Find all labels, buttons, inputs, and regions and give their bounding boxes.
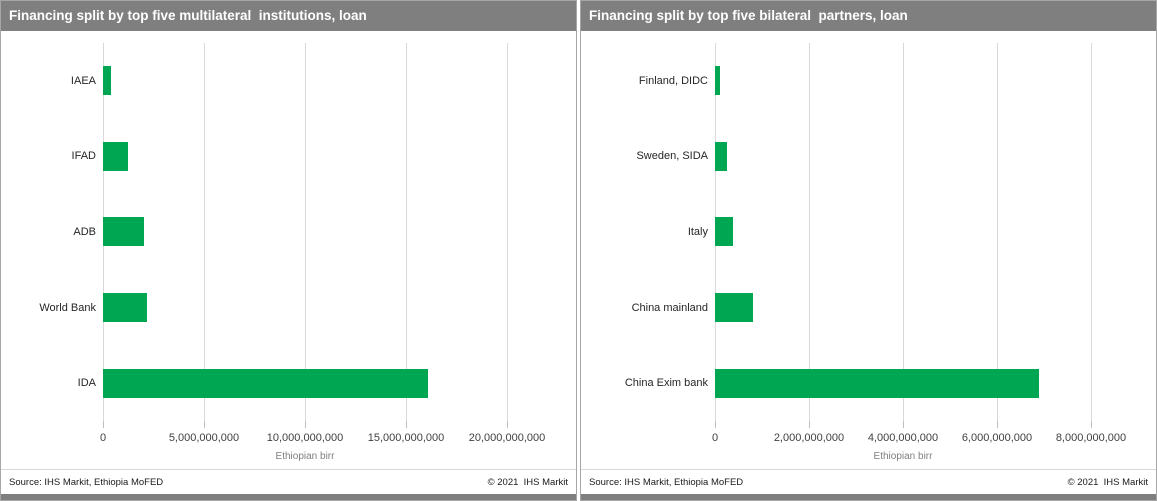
axis-tick-mark (903, 421, 904, 428)
x-axis-tick-label: 10,000,000,000 (266, 432, 344, 444)
bar-iaea (103, 66, 112, 96)
category-axis-labels: Finland, DIDC Sweden, SIDA Italy China main… (581, 43, 708, 421)
x-axis-tick-label: 2,000,000,000 (773, 432, 845, 444)
plot-area (715, 43, 1148, 421)
bar-row (715, 345, 1148, 421)
chart-title-bilateral: Financing split by top five bilateral pa… (581, 1, 1156, 31)
plot-area (103, 43, 557, 421)
axis-tick-mark (305, 421, 306, 428)
x-axis-tick-label: 8,000,000,000 (1055, 432, 1127, 444)
category-label: Sweden, SIDA (636, 150, 708, 163)
bottom-accent-bar (1, 494, 576, 500)
copyright-note: © 2021 IHS Markit (1067, 476, 1148, 488)
source-note: Source: IHS Markit, Ethiopia MoFED (9, 476, 164, 488)
axis-tick-mark (507, 421, 508, 428)
bar-ifad (103, 141, 129, 171)
source-note: Source: IHS Markit, Ethiopia MoFED (589, 476, 744, 488)
chart-footer: Source: IHS Markit, Ethiopia MoFED © 202… (581, 469, 1156, 494)
x-axis-title: Ethiopian birr (873, 451, 933, 462)
bar-finland-didc (715, 66, 721, 96)
gridline (507, 43, 508, 421)
bar-adb (103, 217, 145, 247)
chart-footer: Source: IHS Markit, Ethiopia MoFED © 202… (1, 469, 576, 494)
chart-title-multilateral: Financing split by top five multilateral… (1, 1, 576, 31)
axis-tick-mark (406, 421, 407, 428)
bar-italy (715, 217, 733, 247)
bilateral-loan-chart-panel: Financing split by top five bilateral pa… (580, 0, 1157, 501)
axis-tick-mark (809, 421, 810, 428)
bar-row (715, 43, 1148, 119)
category-label: IDA (77, 377, 96, 390)
category-label: IFAD (71, 150, 96, 163)
gridline (903, 43, 904, 421)
category-label: Italy (687, 225, 708, 238)
x-axis-tick-label: 15,000,000,000 (367, 432, 445, 444)
bar-china-mainland (715, 293, 754, 323)
bar-row (715, 194, 1148, 270)
gridline (997, 43, 998, 421)
axis-tick-mark (997, 421, 998, 428)
category-label: IAEA (70, 74, 96, 87)
gridline (406, 43, 407, 421)
gridline (809, 43, 810, 421)
axis-tick-mark (204, 421, 205, 428)
bottom-accent-bar (581, 494, 1156, 500)
x-axis-title: Ethiopian birr (275, 451, 335, 462)
x-axis-tick-label: 6,000,000,000 (961, 432, 1033, 444)
x-axis-tick-label: 20,000,000,000 (468, 432, 546, 444)
bar-row (103, 345, 557, 421)
bar-ida (103, 368, 429, 398)
chart-area-bilateral: Finland, DIDC Sweden, SIDA Italy China main… (581, 31, 1156, 469)
category-label: Finland, DIDC (638, 74, 708, 87)
bar-row (103, 270, 557, 346)
bar-row (103, 119, 557, 195)
multilateral-loan-chart-panel: Financing split by top five multilateral… (0, 0, 577, 501)
x-axis-tick-label: 0 (99, 432, 107, 444)
category-label: ADB (73, 225, 96, 238)
bar-rows (103, 43, 557, 421)
bar-world-bank (103, 293, 148, 323)
axis-tick-mark (1091, 421, 1092, 428)
bar-row (715, 119, 1148, 195)
gridline (204, 43, 205, 421)
category-label: World Bank (39, 301, 96, 314)
x-axis-tick-label: 4,000,000,000 (867, 432, 939, 444)
copyright-note: © 2021 IHS Markit (487, 476, 568, 488)
axis-tick-mark (715, 421, 716, 428)
category-label: China mainland (631, 301, 708, 314)
bar-row (103, 194, 557, 270)
bar-row (103, 43, 557, 119)
gridline (1091, 43, 1092, 421)
bar-china-exim-bank (715, 368, 1040, 398)
category-label: China Exim bank (624, 377, 708, 390)
gridline (305, 43, 306, 421)
bar-rows (715, 43, 1148, 421)
bar-sweden-sida (715, 141, 728, 171)
bar-row (715, 270, 1148, 346)
x-axis-tick-label: 0 (711, 432, 719, 444)
x-axis-tick-label: 5,000,000,000 (168, 432, 240, 444)
category-axis-labels: IAEA IFAD ADB World Bank IDA (1, 43, 96, 421)
chart-area-multilateral: IAEA IFAD ADB World Bank IDA Ethiopian birr … (1, 31, 576, 469)
axis-tick-mark (103, 421, 104, 428)
